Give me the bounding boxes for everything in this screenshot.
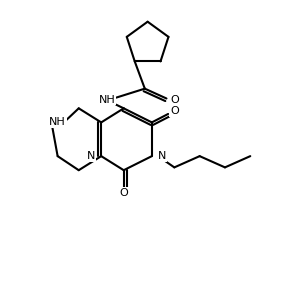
Text: N: N bbox=[87, 151, 95, 161]
Text: O: O bbox=[119, 188, 128, 198]
Text: O: O bbox=[170, 95, 179, 105]
Text: N: N bbox=[158, 151, 166, 161]
Text: O: O bbox=[170, 106, 179, 116]
Text: NH: NH bbox=[49, 117, 66, 127]
Text: NH: NH bbox=[99, 95, 115, 105]
